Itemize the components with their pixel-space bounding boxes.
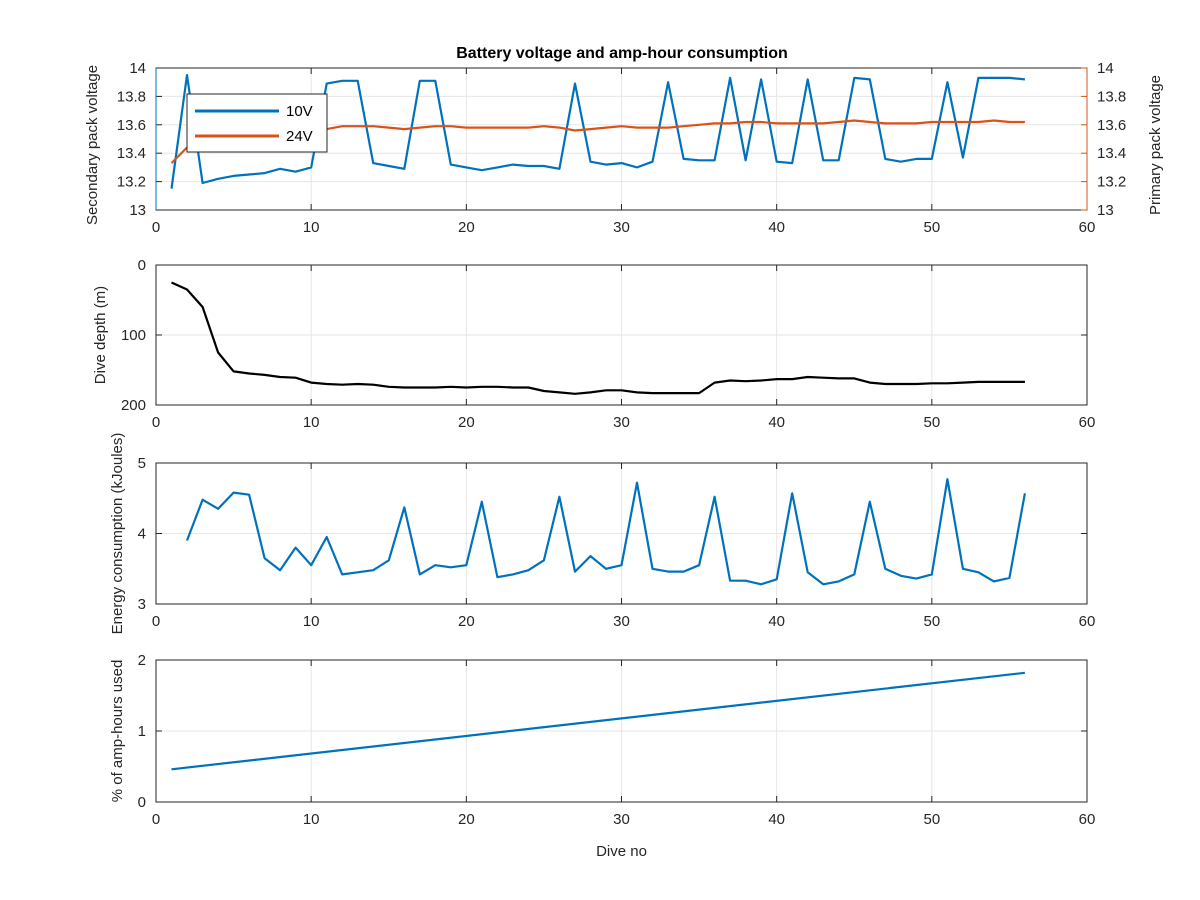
- x-tick-label: 0: [152, 414, 160, 431]
- series-line-series-0: [171, 671, 1026, 771]
- x-tick-label: 40: [768, 219, 785, 236]
- energy-panel: 0 10 20 30 40 50 60 3 4 5 Energy consumption (kJou…: [109, 433, 1095, 635]
- x-tick-label: 20: [458, 219, 475, 236]
- x-tick-label: 0: [152, 219, 160, 236]
- legend-box: [186, 93, 328, 153]
- y-axis-label: % of amp-hours used: [109, 660, 126, 803]
- y-tick-label: 13.2: [117, 174, 146, 191]
- y-tick-label: 4: [138, 526, 146, 543]
- x-tick-label: 10: [303, 613, 320, 630]
- legend-label-10V: 10V: [286, 103, 313, 120]
- y-tick-label: 100: [121, 327, 146, 344]
- x-tick-label: 30: [613, 219, 630, 236]
- y-tick-label: 0: [138, 794, 146, 811]
- x-tick-label: 20: [458, 811, 475, 828]
- legend-label-24V: 24V: [286, 128, 313, 145]
- y-axis-label: Dive depth (m): [92, 286, 109, 384]
- x-axis-label: Dive no: [596, 843, 647, 860]
- y-tick-label: 13.6: [117, 117, 146, 134]
- x-tick-label: 60: [1079, 414, 1096, 431]
- x-tick-label: 40: [768, 414, 785, 431]
- x-tick-label: 30: [613, 414, 630, 431]
- y-tick-label: 0: [138, 257, 146, 274]
- x-tick-label: 20: [458, 613, 475, 630]
- series-line-series-0: [185, 478, 1026, 586]
- x-tick-label: 0: [152, 811, 160, 828]
- y-right-tick-label: 13.8: [1097, 88, 1126, 105]
- x-tick-label: 40: [768, 613, 785, 630]
- amp-hours-panel: 0 10 20 30 40 50 60 0 1 2 % of amp-hours used Dive …: [109, 652, 1095, 860]
- y-tick-label: 13: [129, 202, 146, 219]
- x-tick-label: 10: [303, 811, 320, 828]
- y-tick-label: 2: [138, 652, 146, 669]
- x-tick-label: 60: [1079, 811, 1096, 828]
- x-tick-label: 40: [768, 811, 785, 828]
- x-tick-label: 30: [613, 811, 630, 828]
- depth-panel: 0 10 20 30 40 50 60 0 100 200 Dive depth (m): [92, 257, 1095, 431]
- y-tick-label: 1: [138, 723, 146, 740]
- x-tick-label: 50: [923, 219, 940, 236]
- y-tick-label: 13.8: [117, 88, 146, 105]
- y-right-tick-label: 13.6: [1097, 117, 1126, 134]
- x-tick-label: 60: [1079, 219, 1096, 236]
- y-right-tick-label: 14: [1097, 60, 1114, 77]
- figure-title: Battery voltage and amp-hour consumption: [456, 45, 788, 62]
- x-tick-label: 10: [303, 219, 320, 236]
- x-tick-label: 10: [303, 414, 320, 431]
- x-tick-label: 50: [923, 811, 940, 828]
- y-right-tick-label: 13.2: [1097, 174, 1126, 191]
- y-axis-label: Energy consumption (kJoules): [109, 433, 126, 635]
- y-axis-label-left: Secondary pack voltage: [84, 65, 101, 225]
- y-axis-label-right: Primary pack voltage: [1147, 75, 1164, 215]
- y-right-tick-label: 13: [1097, 202, 1114, 219]
- x-tick-label: 20: [458, 414, 475, 431]
- x-tick-label: 50: [923, 613, 940, 630]
- x-tick-label: 30: [613, 613, 630, 630]
- voltage-panel: 0 10 20 30 40 50 601313.213.413.613.8141313.21…: [84, 60, 1164, 236]
- series-line-10V: [170, 73, 1026, 189]
- y-tick-label: 14: [129, 60, 146, 77]
- y-tick-label: 200: [121, 397, 146, 414]
- x-tick-label: 50: [923, 414, 940, 431]
- x-tick-label: 60: [1079, 613, 1096, 630]
- series-line-series-0: [171, 281, 1025, 395]
- y-tick-label: 3: [138, 596, 146, 613]
- y-tick-label: 5: [138, 455, 146, 472]
- y-right-tick-label: 13.4: [1097, 145, 1126, 162]
- x-tick-label: 0: [152, 613, 160, 630]
- y-tick-label: 13.4: [117, 145, 146, 162]
